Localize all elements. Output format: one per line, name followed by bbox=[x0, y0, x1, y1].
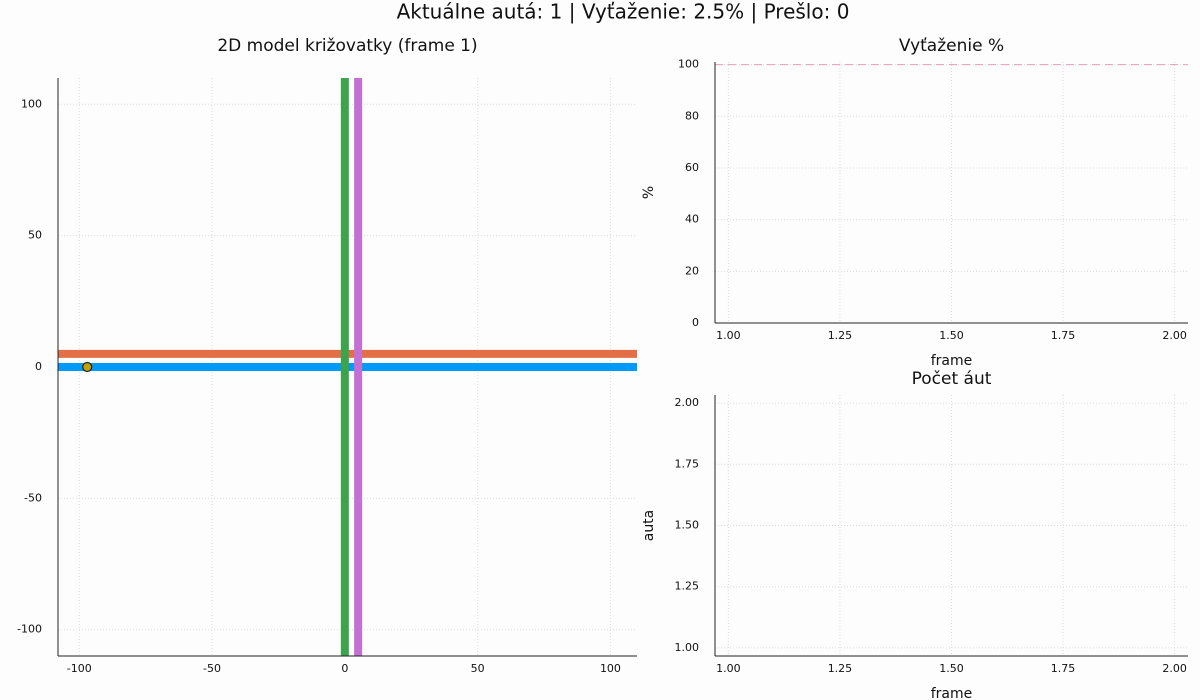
y-tick-label: 0 bbox=[692, 316, 699, 329]
chart-title: Počet áut bbox=[912, 369, 992, 389]
x-axis-label: frame bbox=[931, 353, 973, 369]
y-tick-label: 100 bbox=[21, 97, 42, 110]
x-tick-label: 0 bbox=[341, 662, 348, 675]
figure-title: Aktuálne autá: 1 | Vyťaženie: 2.5% | Pre… bbox=[397, 0, 850, 24]
x-tick-label: 1.75 bbox=[1051, 329, 1076, 342]
x-tick-label: 1.25 bbox=[828, 662, 853, 675]
y-tick-label: 1.75 bbox=[675, 457, 700, 470]
y-tick-label: 2.00 bbox=[675, 396, 700, 409]
x-tick-label: -100 bbox=[67, 662, 92, 675]
x-tick-label: 100 bbox=[600, 662, 621, 675]
y-tick-label: 80 bbox=[685, 109, 699, 122]
car bbox=[82, 361, 93, 373]
y-tick-label: -100 bbox=[17, 623, 42, 636]
y-tick-label: -50 bbox=[24, 491, 42, 504]
x-tick-label: 2.00 bbox=[1162, 662, 1187, 675]
y-axis-label: auta bbox=[641, 510, 657, 542]
x-tick-label: 1.25 bbox=[828, 329, 853, 342]
x-tick-label: 1.75 bbox=[1051, 662, 1076, 675]
chart-title: 2D model križovatky (frame 1) bbox=[217, 36, 477, 56]
y-tick-label: 1.00 bbox=[675, 641, 700, 654]
x-tick-label: 1.50 bbox=[939, 329, 964, 342]
y-tick-label: 0 bbox=[35, 360, 42, 373]
x-axis-label: frame bbox=[931, 686, 973, 700]
y-tick-label: 1.50 bbox=[675, 519, 700, 532]
y-tick-label: 1.25 bbox=[675, 580, 700, 593]
x-tick-label: 1.00 bbox=[716, 662, 741, 675]
y-tick-label: 100 bbox=[678, 58, 699, 71]
y-tick-label: 60 bbox=[685, 161, 699, 174]
y-tick-label: 20 bbox=[685, 264, 699, 277]
x-tick-label: 2.00 bbox=[1162, 329, 1187, 342]
x-tick-label: 1.00 bbox=[716, 329, 741, 342]
chart-title: Vyťaženie % bbox=[899, 36, 1004, 56]
y-axis-label: % bbox=[641, 186, 657, 199]
y-tick-label: 50 bbox=[28, 229, 42, 242]
y-tick-label: 40 bbox=[685, 213, 699, 226]
x-tick-label: 50 bbox=[471, 662, 485, 675]
x-tick-label: 1.50 bbox=[939, 662, 964, 675]
x-tick-label: -50 bbox=[203, 662, 221, 675]
